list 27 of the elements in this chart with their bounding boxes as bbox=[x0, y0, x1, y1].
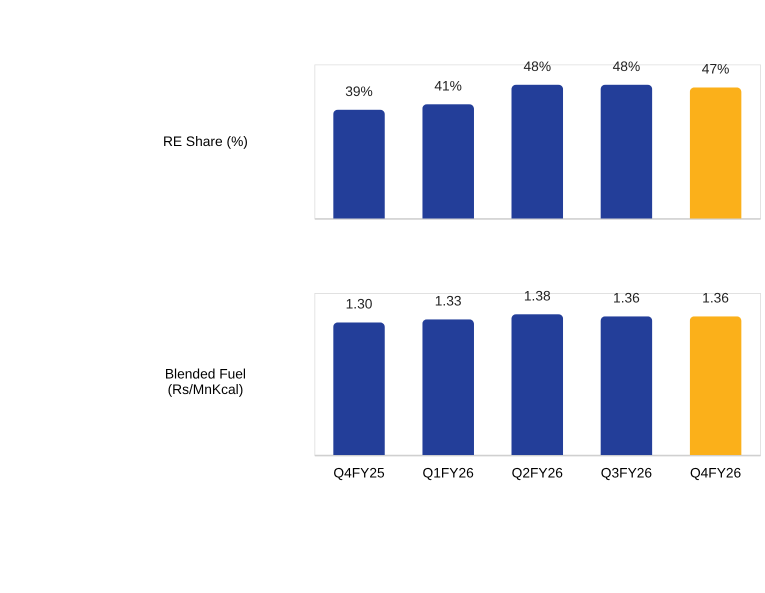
bar bbox=[511, 84, 564, 218]
data-label: 1.36 bbox=[613, 290, 640, 306]
data-label: 39% bbox=[345, 84, 373, 99]
x-tick-label: Q4FY25 bbox=[333, 465, 385, 480]
data-label: 1.36 bbox=[702, 290, 730, 306]
bar bbox=[511, 314, 564, 456]
bar bbox=[422, 104, 474, 218]
bar bbox=[600, 316, 652, 456]
data-label: 1.30 bbox=[346, 296, 373, 312]
data-label: 48% bbox=[524, 58, 552, 74]
data-label: 47% bbox=[702, 62, 730, 77]
data-label: 41% bbox=[434, 78, 462, 94]
bar bbox=[600, 84, 652, 218]
x-tick-label: Q1FY26 bbox=[422, 465, 474, 480]
x-tick-label: Q2FY26 bbox=[512, 465, 564, 480]
data-label: 1.38 bbox=[524, 288, 552, 304]
bar bbox=[690, 316, 742, 456]
bar bbox=[690, 87, 742, 218]
bar bbox=[333, 110, 385, 218]
x-tick-label: Q3FY26 bbox=[600, 465, 652, 480]
x-tick-label: Q4FY26 bbox=[690, 465, 742, 480]
data-label: 48% bbox=[612, 58, 640, 74]
bar bbox=[333, 322, 385, 456]
data-label: 1.33 bbox=[434, 293, 462, 308]
y-axis-title: RE Share (%) bbox=[162, 134, 248, 149]
bar bbox=[422, 319, 474, 456]
y-axis-title: Blended Fuel (Rs/MnKcal) bbox=[164, 366, 246, 397]
